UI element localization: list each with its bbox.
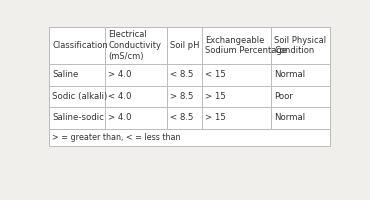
Text: Classification: Classification xyxy=(53,41,108,50)
Text: > 4.0: > 4.0 xyxy=(108,113,132,122)
Bar xyxy=(49,129,330,146)
Text: > 15: > 15 xyxy=(205,92,226,101)
Text: Poor: Poor xyxy=(274,92,293,101)
Text: Normal: Normal xyxy=(274,113,305,122)
Text: < 8.5: < 8.5 xyxy=(171,113,194,122)
Text: Electrical
Conductivity
(mS/cm): Electrical Conductivity (mS/cm) xyxy=(108,30,161,61)
Text: > = greater than, < = less than: > = greater than, < = less than xyxy=(53,133,181,142)
Text: > 15: > 15 xyxy=(205,113,226,122)
Text: < 8.5: < 8.5 xyxy=(171,70,194,79)
Text: > 4.0: > 4.0 xyxy=(108,70,132,79)
Bar xyxy=(49,129,330,146)
Text: Exchangeable
Sodium Percentage: Exchangeable Sodium Percentage xyxy=(205,36,287,55)
Text: Saline-sodic: Saline-sodic xyxy=(53,113,104,122)
Text: Soil pH: Soil pH xyxy=(171,41,200,50)
Text: Normal: Normal xyxy=(274,70,305,79)
Text: Sodic (alkali): Sodic (alkali) xyxy=(53,92,108,101)
Text: > 8.5: > 8.5 xyxy=(171,92,194,101)
Text: Saline: Saline xyxy=(53,70,79,79)
Text: Soil Physical
Condition: Soil Physical Condition xyxy=(274,36,326,55)
Text: < 15: < 15 xyxy=(205,70,226,79)
Text: < 4.0: < 4.0 xyxy=(108,92,132,101)
Bar xyxy=(49,27,330,129)
Bar xyxy=(49,27,330,129)
